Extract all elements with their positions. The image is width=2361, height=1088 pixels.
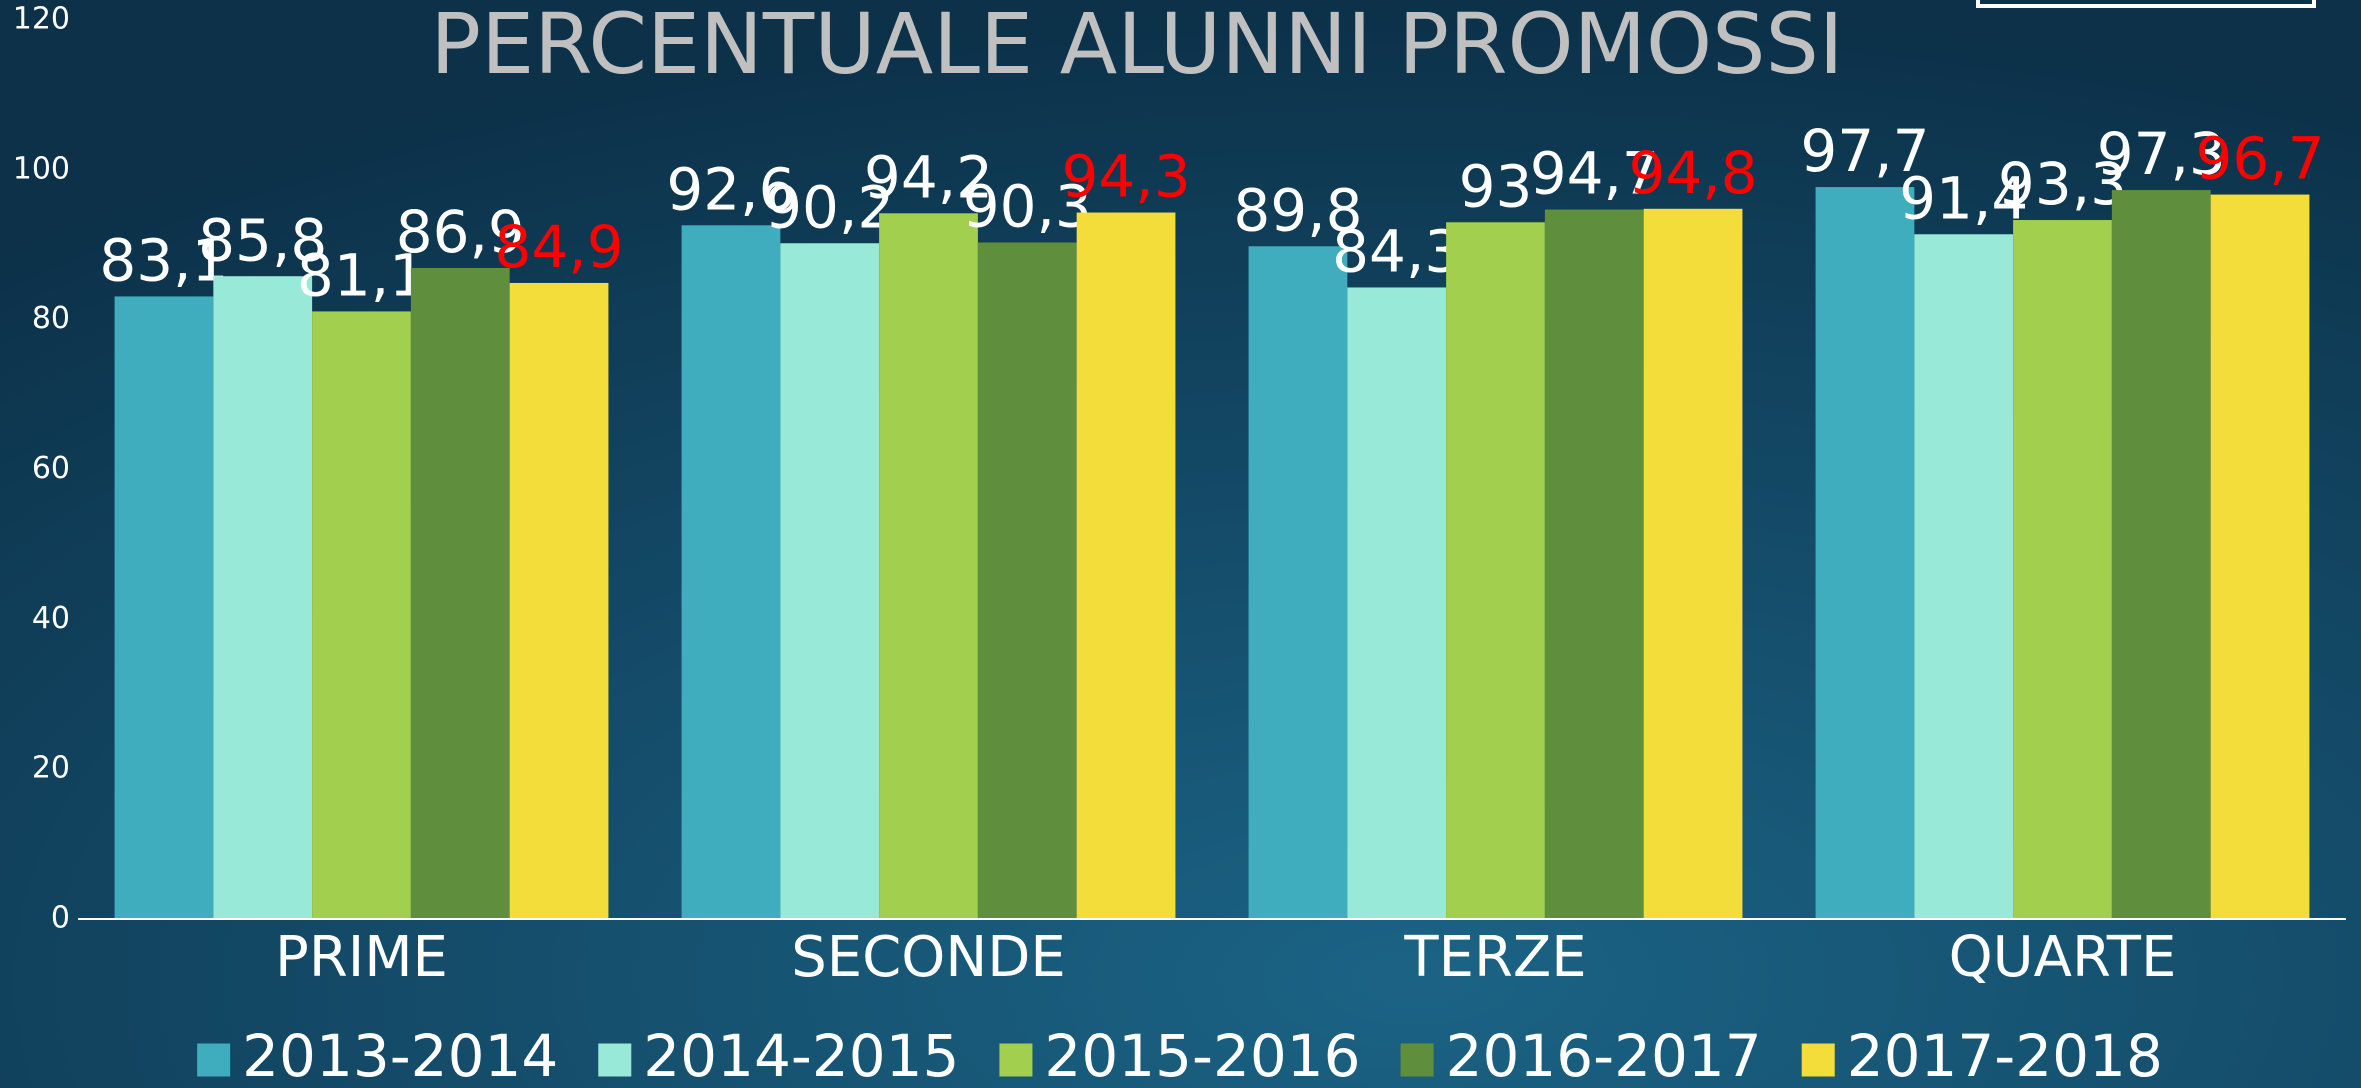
value-label: 83,1: [99, 227, 228, 295]
value-label: 81,1: [297, 242, 426, 310]
y-tick-label: 20: [32, 751, 70, 786]
bar: [312, 311, 411, 919]
value-label: 96,7: [2195, 125, 2324, 193]
y-tick-label: 120: [13, 2, 70, 37]
value-label: 94,7: [1530, 140, 1659, 208]
value-label: 90,2: [765, 173, 894, 241]
x-tick-label: SECONDE: [791, 925, 1066, 990]
bar: [2210, 194, 2310, 919]
bar: [2013, 220, 2112, 920]
value-label: 84,3: [1332, 218, 1461, 286]
legend-label: 2014-2015: [643, 1022, 959, 1088]
legend-label: 2017-2018: [1847, 1022, 2163, 1088]
x-tick-label: TERZE: [1403, 925, 1586, 990]
legend-swatch: [197, 1043, 231, 1077]
value-label: 90,3: [963, 173, 1092, 241]
bar: [114, 296, 214, 919]
legend-label: 2015-2016: [1044, 1022, 1360, 1088]
y-tick-label: 80: [32, 301, 70, 336]
bar: [1076, 212, 1176, 919]
legend-swatch: [1801, 1043, 1835, 1077]
bar: [2111, 190, 2211, 919]
bar: [879, 213, 978, 919]
bar: [1446, 222, 1545, 919]
chart-title: PERCENTUALE ALUNNI PROMOSSI: [430, 0, 1843, 93]
bar: [977, 242, 1077, 919]
y-tick-label: 40: [32, 601, 70, 636]
x-tick-label: PRIME: [275, 925, 448, 990]
legend-swatch: [1400, 1043, 1434, 1077]
legend-label: 2013-2014: [242, 1022, 558, 1088]
value-label: 94,8: [1628, 139, 1757, 207]
bar: [1643, 208, 1743, 920]
bar: [1347, 287, 1447, 919]
value-label: 85,8: [198, 206, 327, 274]
y-tick-label: 100: [13, 151, 70, 186]
x-tick-label: QUARTE: [1949, 925, 2177, 990]
legend-label: 2016-2017: [1446, 1022, 1762, 1088]
bar: [780, 243, 880, 920]
bar: [410, 267, 510, 920]
bar: [213, 276, 313, 920]
value-label: 84,9: [494, 213, 623, 281]
value-label: 91,4: [1899, 164, 2028, 232]
frame-decoration: [1976, 0, 2316, 8]
bar: [509, 282, 609, 919]
value-label: 97,3: [2097, 120, 2226, 188]
bar: [1815, 187, 1915, 920]
bar: [1544, 209, 1644, 919]
legend-swatch: [598, 1043, 632, 1077]
value-label: 94,3: [1061, 143, 1190, 211]
y-tick-label: 60: [32, 451, 70, 486]
value-label: 97,7: [1800, 117, 1929, 185]
y-tick-label: 0: [51, 901, 70, 936]
value-label: 86,9: [396, 198, 525, 266]
value-label: 94,2: [864, 143, 993, 211]
value-label: 89,8: [1233, 176, 1362, 244]
value-label: 93,3: [1998, 150, 2127, 218]
bar: [1248, 246, 1348, 919]
value-label: 92,6: [666, 155, 795, 223]
bar: [681, 225, 781, 919]
value-label: 93: [1459, 152, 1533, 220]
bar: [1914, 234, 2014, 920]
legend-swatch: [999, 1043, 1033, 1077]
